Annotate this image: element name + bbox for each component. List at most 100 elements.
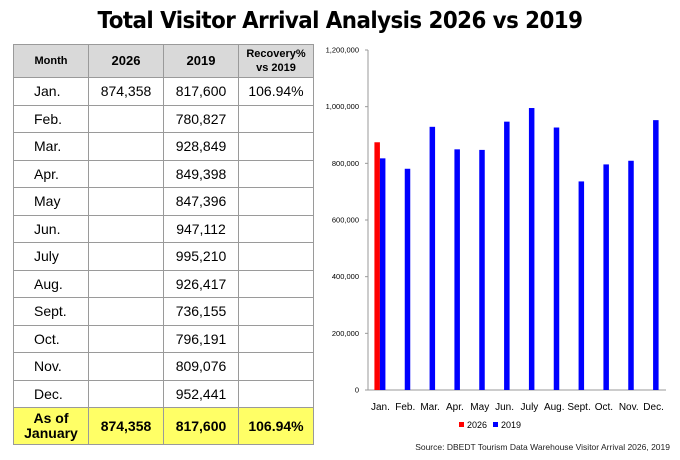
bar-2019 [504, 121, 510, 390]
table-row: Jun. 947,112 [13, 214, 314, 243]
bar-2019 [653, 120, 659, 390]
table-row: Oct. 796,191 [13, 324, 314, 353]
cell-month: Dec. [13, 379, 89, 408]
arrivals-table: Month 2026 2019 Recovery% vs 2019 Jan. 87… [13, 44, 314, 445]
cell-2019: 849,398 [163, 159, 239, 188]
table-row: May 847,396 [13, 187, 314, 216]
cell-2019: 995,210 [163, 242, 239, 271]
cell-2026 [88, 104, 164, 133]
cell-2026 [88, 214, 164, 243]
legend-label-2026: 2026 [467, 420, 487, 430]
cell-month: Sept. [13, 297, 89, 326]
cell-month: Nov. [13, 352, 89, 381]
y-tick-label: 400,000 [332, 272, 359, 281]
cell-month: Mar. [13, 132, 89, 161]
x-tick-label: Oct. [595, 402, 613, 413]
y-tick-label: 1,000,000 [326, 102, 359, 111]
total-recovery: 106.94% [238, 407, 314, 445]
total-2026: 874,358 [88, 407, 164, 445]
y-axis: 0 200,000 400,000 600,000 800,000 1,000,000 1,… [326, 46, 666, 395]
cell-2019: 780,827 [163, 104, 239, 133]
table-row: Dec. 952,441 [13, 379, 314, 408]
cell-recovery [238, 104, 314, 133]
bar-2019 [404, 168, 411, 390]
cell-month: July [13, 242, 89, 271]
cell-2019: 817,600 [163, 77, 239, 106]
cell-month: May [13, 187, 89, 216]
x-tick-label: Jun. [495, 402, 514, 413]
cell-2019: 796,191 [163, 324, 239, 353]
bar-chart: 0 200,000 400,000 600,000 800,000 1,000,000 1,… [326, 46, 666, 430]
cell-recovery [238, 214, 314, 243]
header-2026: 2026 [88, 44, 164, 78]
cell-month: Jun. [13, 214, 89, 243]
legend: 2026 2019 [459, 420, 521, 430]
table-row: Mar. 928,849 [13, 132, 314, 161]
table-header-row: Month 2026 2019 Recovery% vs 2019 [13, 44, 314, 78]
table-row: Feb. 780,827 [13, 104, 314, 133]
bar-2019 [479, 149, 485, 390]
legend-swatch-2019 [493, 422, 498, 427]
x-tick-label: Feb. [395, 402, 415, 413]
cell-2026 [88, 187, 164, 216]
cell-2019: 947,112 [163, 214, 239, 243]
table-row: Apr. 849,398 [13, 159, 314, 188]
cell-2026 [88, 242, 164, 271]
bar-2026 [374, 142, 380, 390]
cell-2019: 847,396 [163, 187, 239, 216]
header-recovery: Recovery% vs 2019 [238, 44, 314, 78]
x-axis-labels: Jan. Feb. Mar. Apr. May Jun. July Aug. Sept. Oct.… [371, 402, 664, 413]
cell-month: Feb. [13, 104, 89, 133]
bar-2019 [379, 158, 386, 390]
cell-2026 [88, 352, 164, 381]
cell-recovery [238, 379, 314, 408]
legend-label-2019: 2019 [501, 420, 521, 430]
y-tick-label: 600,000 [332, 216, 359, 225]
source-note: Source: DBEDT Tourism Data Warehouse Vis… [415, 442, 670, 452]
cell-recovery [238, 187, 314, 216]
cell-recovery [238, 269, 314, 298]
table-row: Jan. 874,358 817,600 106.94% [13, 77, 314, 106]
total-row: As of January 874,358 817,600 106.94% [13, 407, 314, 445]
cell-recovery [238, 352, 314, 381]
chart-title: Total Visitor Arrival Analysis 2026 vs 2… [97, 8, 583, 34]
cell-2019: 928,849 [163, 132, 239, 161]
cell-2019: 809,076 [163, 352, 239, 381]
legend-swatch-2026 [459, 422, 464, 427]
cell-2026 [88, 379, 164, 408]
x-tick-label: Mar. [420, 402, 439, 413]
bar-2019 [603, 164, 609, 390]
x-tick-label: Nov. [619, 402, 639, 413]
bars [374, 108, 659, 391]
cell-2026 [88, 132, 164, 161]
cell-recovery [238, 132, 314, 161]
cell-recovery [238, 297, 314, 326]
x-tick-label: May [470, 402, 489, 413]
cell-recovery [238, 324, 314, 353]
cell-recovery [238, 159, 314, 188]
bar-2019 [628, 160, 634, 390]
y-tick-label: 0 [355, 386, 359, 395]
y-tick-label: 1,200,000 [326, 46, 359, 55]
bar-2019 [454, 149, 460, 390]
total-label: As of January [13, 407, 89, 445]
x-tick-label: Dec. [643, 402, 664, 413]
table-row: Sept. 736,155 [13, 297, 314, 326]
cell-2019: 952,441 [163, 379, 239, 408]
cell-2019: 736,155 [163, 297, 239, 326]
x-tick-label: July [521, 402, 539, 413]
y-tick-label: 800,000 [332, 159, 359, 168]
cell-2026: 874,358 [88, 77, 164, 106]
header-month: Month [13, 44, 89, 78]
total-2019: 817,600 [163, 407, 239, 445]
y-tick-label: 200,000 [332, 329, 359, 338]
cell-2026 [88, 159, 164, 188]
x-tick-label: Aug. [544, 402, 565, 413]
bar-2019 [553, 127, 560, 390]
x-tick-label: Jan. [371, 402, 390, 413]
cell-2026 [88, 269, 164, 298]
cell-month: Apr. [13, 159, 89, 188]
cell-2026 [88, 297, 164, 326]
bar-2019 [578, 181, 585, 390]
bar-2019 [429, 126, 436, 391]
